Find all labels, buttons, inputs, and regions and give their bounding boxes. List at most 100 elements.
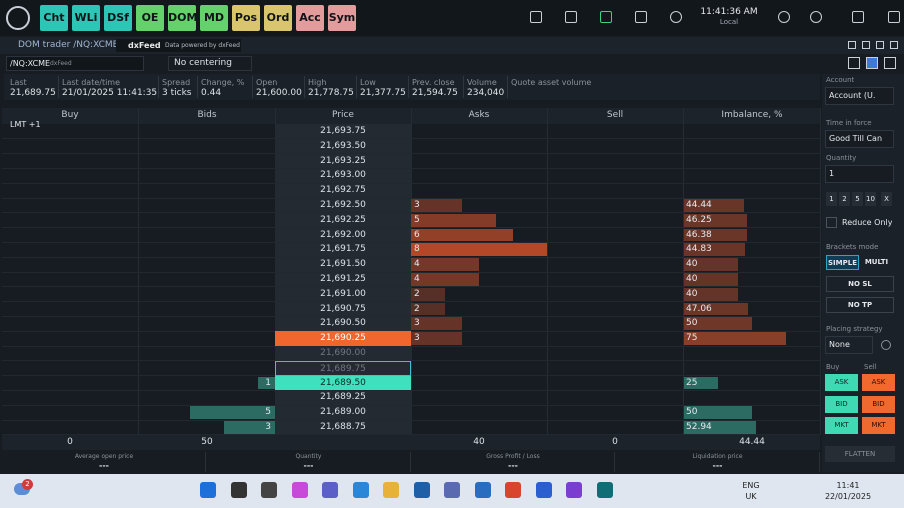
toolbar-button[interactable]: DOM xyxy=(168,5,196,31)
toolbar-icon[interactable] xyxy=(670,11,682,23)
row-line xyxy=(2,330,820,332)
price-cell[interactable]: 21,693.25 xyxy=(320,155,366,166)
price-cell[interactable]: 21,690.25 xyxy=(275,331,411,346)
taskbar-app[interactable] xyxy=(413,482,430,498)
sell-label: Sell xyxy=(864,363,877,371)
price-cell[interactable]: 21,693.75 xyxy=(320,126,366,136)
price-cell[interactable]: 21,692.00 xyxy=(320,229,366,240)
price-cell[interactable]: 21,689.50 xyxy=(275,375,411,391)
taskbar-app[interactable] xyxy=(596,482,613,498)
buy-button[interactable]: BID xyxy=(825,395,858,413)
imbalance-bar xyxy=(684,287,739,301)
row-line xyxy=(2,375,820,377)
price-cell[interactable]: 21,689.25 xyxy=(320,392,366,403)
price-cell[interactable]: 21,691.00 xyxy=(320,288,366,299)
account-select-box[interactable] xyxy=(825,87,894,105)
view-icon[interactable] xyxy=(866,57,878,69)
strategy-box[interactable] xyxy=(825,336,873,354)
taskbar-app[interactable] xyxy=(444,482,460,498)
sell-button[interactable]: ASK xyxy=(862,374,895,391)
tif-select-box[interactable] xyxy=(825,130,894,148)
toolbar-button[interactable]: Cht xyxy=(40,5,68,31)
toolbar-button[interactable]: MD xyxy=(200,5,228,31)
quick-quantity[interactable]: 1 xyxy=(826,192,837,206)
buy-button[interactable]: ASK xyxy=(825,374,858,391)
position-cell xyxy=(2,452,206,472)
buy-button[interactable]: MKT xyxy=(825,417,858,434)
price-cell[interactable]: 21,691.25 xyxy=(320,274,366,284)
sell-button[interactable]: BID xyxy=(862,395,895,413)
bracket-mode[interactable]: SIMPLE xyxy=(826,255,859,270)
price-cell[interactable]: 21,689.00 xyxy=(320,407,366,418)
price-cell[interactable]: 21,690.50 xyxy=(320,318,366,329)
toolbar-icon[interactable] xyxy=(565,11,577,23)
toolbar-button[interactable]: Ord xyxy=(264,5,292,31)
taskbar-app[interactable] xyxy=(474,482,491,498)
view-icon[interactable] xyxy=(884,57,896,69)
price-cell[interactable]: 21,693.50 xyxy=(320,140,366,151)
reduce-checkbox[interactable] xyxy=(826,217,837,228)
price-cell[interactable]: 21,690.75 xyxy=(320,303,366,314)
window-icon[interactable] xyxy=(876,41,884,49)
stat-value: 21,778.75 xyxy=(308,88,354,98)
price-cell[interactable]: 21,692.50 xyxy=(320,200,366,210)
toolbar-icon[interactable] xyxy=(888,11,900,23)
price-cell[interactable]: 21,693.00 xyxy=(320,170,366,181)
toolbar-icon[interactable] xyxy=(635,11,647,23)
view-icon[interactable] xyxy=(848,57,860,69)
taskbar-date: 22/01/2025 xyxy=(824,492,872,501)
toolbar-button[interactable]: Pos xyxy=(232,5,260,31)
imbalance-value: 75 xyxy=(686,333,698,344)
price-cell[interactable]: 21,689.75 xyxy=(275,360,411,376)
stat-separator xyxy=(463,76,464,98)
toolbar-icon[interactable] xyxy=(530,11,542,23)
sell-button[interactable]: MKT xyxy=(862,417,895,434)
toolbar-button[interactable]: WLi xyxy=(72,5,100,31)
window-icon[interactable] xyxy=(890,41,898,49)
imbalance-value: 46.38 xyxy=(686,229,712,240)
taskbar-app[interactable] xyxy=(230,482,247,498)
quantity-input-box[interactable] xyxy=(825,165,894,183)
flatten-button[interactable]: FLATTEN xyxy=(825,446,895,462)
position-cell xyxy=(207,452,411,472)
quick-quantity[interactable]: 5 xyxy=(852,192,863,206)
price-cell[interactable]: 21,688.75 xyxy=(320,422,366,432)
taskbar-app[interactable] xyxy=(322,482,338,498)
taskbar-app[interactable] xyxy=(535,482,552,498)
toolbar-icon[interactable] xyxy=(600,11,612,23)
toolbar-button[interactable]: DSf xyxy=(104,5,132,31)
centering-select[interactable] xyxy=(168,56,252,71)
taskbar-app[interactable] xyxy=(200,482,216,498)
stop-loss[interactable]: NO SL xyxy=(826,276,894,292)
toolbar-button[interactable]: OE xyxy=(136,5,164,31)
window-icon[interactable] xyxy=(862,41,870,49)
price-cell[interactable]: 21,691.50 xyxy=(320,259,366,270)
toolbar-button[interactable]: Sym xyxy=(328,5,356,31)
bid-size: 1 xyxy=(265,377,271,388)
field-label: Placing strategy xyxy=(826,325,883,333)
quick-quantity[interactable]: 10 xyxy=(865,192,876,206)
quick-clear[interactable]: X xyxy=(881,192,892,206)
toolbar-icon[interactable] xyxy=(852,11,864,23)
toolbar-button[interactable]: Acc xyxy=(296,5,324,31)
taskbar-app[interactable] xyxy=(352,482,369,498)
taskbar-app[interactable] xyxy=(566,482,582,498)
price-cell[interactable]: 21,692.75 xyxy=(320,185,366,196)
toolbar-icon[interactable] xyxy=(810,11,822,23)
taskbar-app[interactable] xyxy=(505,482,521,498)
bracket-mode[interactable]: MULTI xyxy=(860,255,893,270)
taskbar-app[interactable] xyxy=(291,482,308,498)
price-cell[interactable]: 21,692.25 xyxy=(320,214,366,225)
window-icon[interactable] xyxy=(848,41,856,49)
quick-quantity[interactable]: 2 xyxy=(839,192,850,206)
toolbar-icon[interactable] xyxy=(778,11,790,23)
column-header: Price xyxy=(332,110,354,120)
price-cell[interactable]: 21,690.00 xyxy=(320,348,366,358)
symbol-box[interactable] xyxy=(6,56,144,71)
taskbar-app[interactable] xyxy=(261,482,277,498)
take-profit[interactable]: NO TP xyxy=(826,297,894,313)
taskbar-app[interactable] xyxy=(383,482,399,498)
price-cell[interactable]: 21,691.75 xyxy=(320,244,366,255)
strategy-settings[interactable] xyxy=(881,340,891,350)
